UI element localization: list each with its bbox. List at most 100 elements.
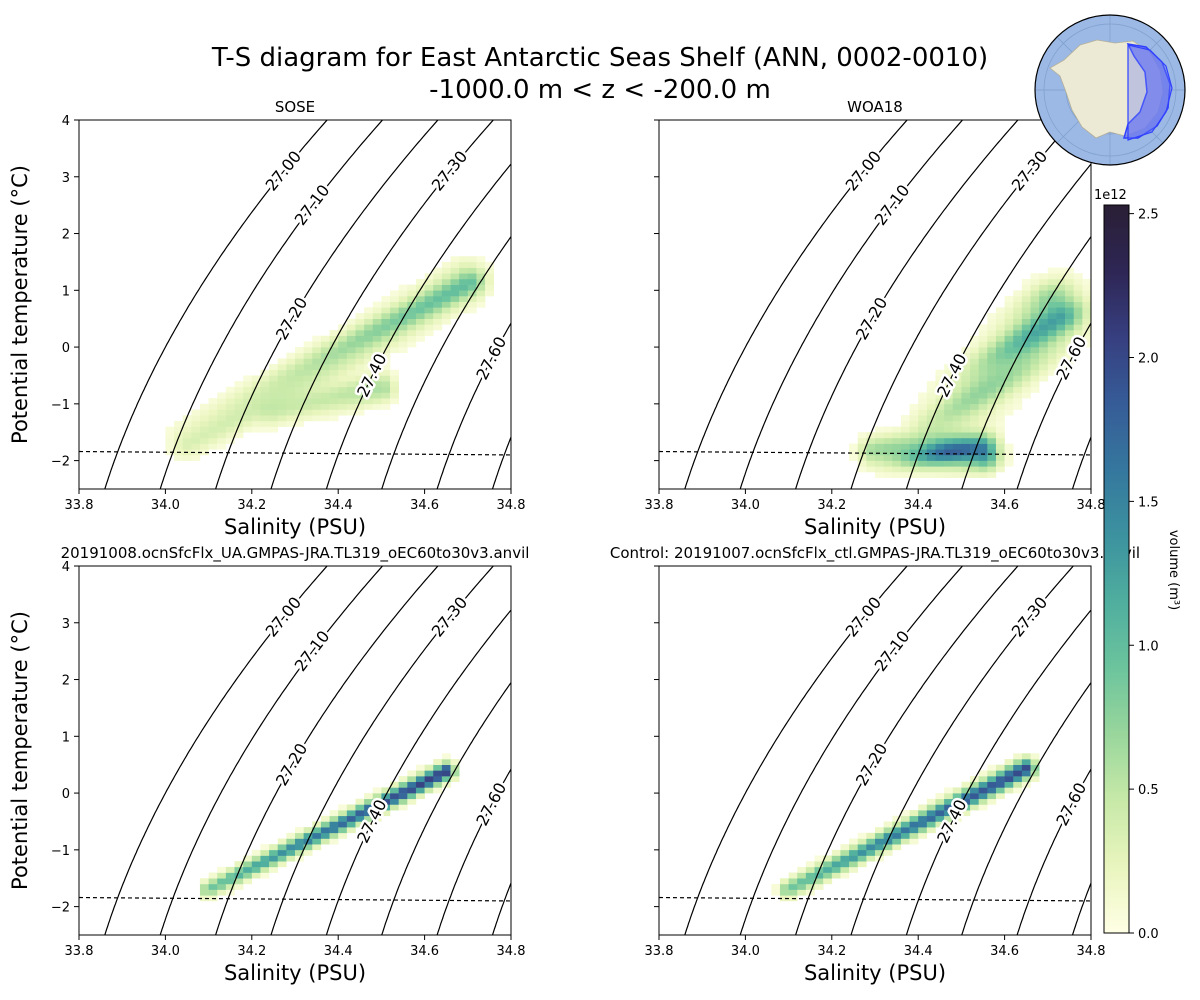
histogram-cell (892, 449, 902, 456)
histogram-cell (866, 466, 876, 473)
histogram-cell (779, 883, 789, 890)
histogram-cell (952, 804, 962, 811)
histogram-cell (961, 449, 971, 456)
histogram-cell (883, 443, 893, 450)
histogram-cell (1039, 290, 1049, 297)
histogram-cell (875, 460, 884, 467)
histogram-cell (355, 810, 365, 817)
histogram-cell (433, 295, 443, 302)
histogram-cell (346, 358, 356, 365)
histogram-cell (978, 352, 988, 359)
histogram-cell (1073, 318, 1083, 325)
histogram-cell (978, 466, 988, 473)
x-tick-label: 34.4 (324, 944, 353, 959)
histogram-cell (892, 460, 902, 467)
histogram-cell (823, 872, 833, 879)
histogram-cell (424, 776, 434, 783)
histogram-cell (381, 330, 391, 337)
histogram-cell (433, 267, 443, 274)
histogram-cell (961, 804, 971, 811)
histogram-cell (970, 466, 979, 473)
histogram-cell (303, 392, 313, 399)
y-tick-label: 1 (62, 730, 70, 745)
histogram-cell (467, 307, 477, 314)
histogram-cell (312, 838, 322, 845)
histogram-cell (441, 313, 451, 319)
histogram-cell (909, 832, 919, 839)
histogram-cell (269, 392, 279, 399)
histogram-cell (1021, 341, 1031, 348)
histogram-cell (1021, 301, 1031, 308)
histogram-cell (918, 409, 928, 416)
histogram-cell (995, 324, 1005, 331)
histogram-cell (286, 358, 296, 365)
histogram-cell (364, 330, 374, 337)
axes-frame (78, 565, 512, 936)
x-tick-label: 34.4 (904, 944, 933, 959)
histogram-cell (952, 403, 962, 410)
histogram-cell (320, 364, 330, 371)
histogram-cell (1004, 324, 1014, 331)
histogram-cell (797, 889, 807, 896)
histogram-cell (944, 392, 954, 399)
histogram-cell (381, 335, 391, 342)
histogram-cell (381, 810, 391, 817)
histogram-cell (295, 838, 304, 845)
isopycnal-27.30 (850, 566, 1075, 935)
histogram-cell (165, 437, 175, 444)
histogram-cell (935, 381, 945, 388)
histogram-cell (1013, 770, 1023, 777)
histogram-cell (277, 861, 287, 868)
histogram-cell (952, 471, 962, 478)
histogram-cell (312, 398, 322, 405)
histogram-cell (1013, 375, 1023, 382)
histogram-cell (346, 347, 356, 354)
histogram-cell (952, 443, 962, 450)
histogram-cell (269, 369, 279, 376)
x-tick-label: 34.2 (817, 498, 846, 513)
histogram-cell (303, 838, 313, 845)
histogram-cell (987, 793, 997, 800)
histogram-cell (390, 375, 399, 382)
histogram-cell (225, 426, 235, 433)
histogram-cell (935, 471, 945, 478)
histogram-cell (1065, 307, 1075, 314)
histogram-cell (286, 844, 296, 851)
histogram-cell (1056, 335, 1066, 342)
histogram-cell (199, 432, 209, 439)
histogram-cell (987, 398, 997, 405)
histogram-cell (926, 466, 936, 473)
histogram-cell (1030, 301, 1040, 308)
histogram-cell (338, 358, 348, 365)
histogram-cell (312, 364, 322, 371)
histogram-cell (961, 381, 971, 388)
histogram-cell (398, 318, 408, 325)
histogram-cell (165, 443, 175, 450)
histogram-cell (952, 426, 962, 433)
histogram-cell (1039, 324, 1049, 331)
histogram-cell (243, 392, 253, 399)
histogram-cell (883, 466, 893, 473)
histogram-cell (1030, 295, 1040, 302)
histogram-cell (485, 290, 495, 297)
histogram-cell (944, 403, 954, 410)
histogram-cell (295, 849, 304, 856)
histogram-cell (199, 415, 209, 422)
histogram-cell (260, 398, 270, 405)
histogram-cell (295, 403, 304, 410)
region-sector-outline (1127, 44, 1173, 141)
y-tick-label: 1 (62, 284, 70, 299)
histogram-cell (978, 776, 988, 783)
histogram-cell (978, 449, 988, 456)
histogram-cell (1065, 273, 1075, 280)
histogram-cell (1082, 295, 1091, 302)
histogram-cell (225, 872, 235, 879)
histogram-cell (995, 352, 1005, 359)
histogram-cell (1004, 403, 1014, 410)
histogram-cell (849, 849, 859, 856)
histogram-cell (277, 403, 287, 410)
density-contours (104, 120, 511, 489)
histogram-cell (900, 838, 910, 845)
histogram-cell (372, 352, 382, 359)
histogram-cell (225, 432, 235, 439)
